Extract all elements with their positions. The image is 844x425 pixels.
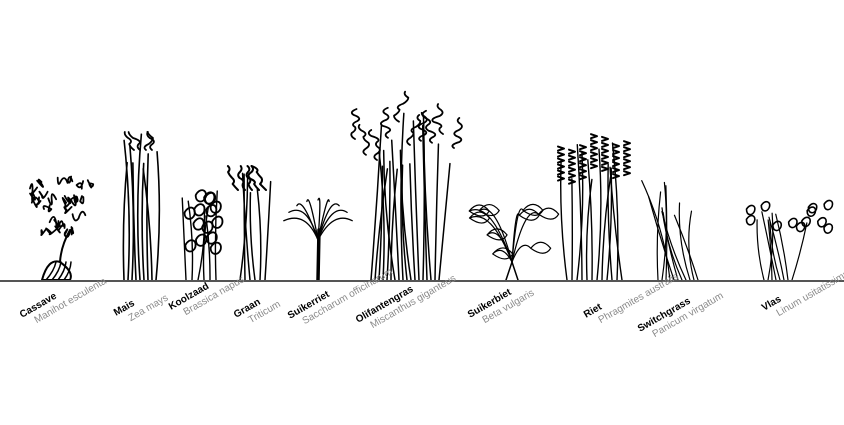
scientific-name: Linum usitatissimum <box>775 264 844 319</box>
flax-plant-icon <box>745 199 834 281</box>
rapeseed-plant-icon <box>181 189 224 281</box>
cassava-plant-icon <box>29 175 95 281</box>
switchgrass-plant-icon <box>641 180 699 281</box>
sugarcane-plant-icon <box>283 197 353 282</box>
miscanthus-plant-icon <box>350 90 463 281</box>
maize-plant-icon <box>122 131 161 281</box>
wheat-plant-icon <box>226 165 272 281</box>
plant-illustrations <box>29 90 834 282</box>
reed-plant-icon <box>557 133 631 281</box>
sugarbeet-plant-icon <box>468 203 560 281</box>
